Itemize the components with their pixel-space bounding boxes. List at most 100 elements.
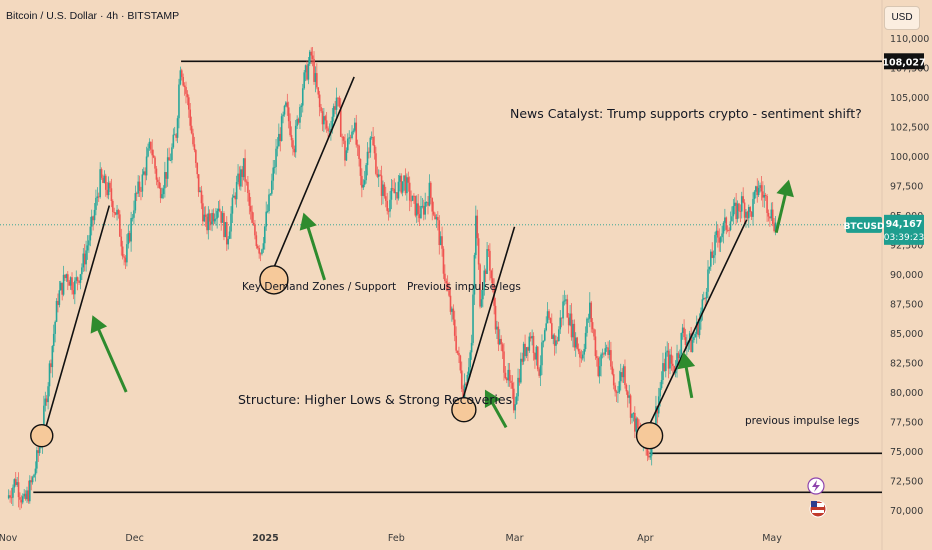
candle-body (424, 202, 426, 215)
candle-body (324, 116, 327, 121)
candle-body (208, 213, 211, 222)
candle-body (64, 274, 66, 279)
candle-body (37, 450, 40, 454)
candle-body (511, 382, 514, 389)
candle-body (517, 377, 519, 397)
candle-body (75, 277, 78, 281)
candle-body (117, 209, 120, 215)
candle-body (344, 140, 346, 161)
green-arrow-icon (774, 179, 794, 234)
candle-body (113, 212, 116, 213)
candle-body (525, 347, 528, 357)
candle-body (69, 277, 72, 286)
candle-body (76, 277, 79, 281)
currency-button[interactable]: USD (884, 6, 920, 30)
candle-body (760, 185, 763, 192)
candle-body (234, 195, 237, 200)
candle-body (679, 354, 681, 359)
demand-zone-circle (30, 423, 54, 448)
candle-body (311, 55, 314, 59)
candle-body (23, 493, 25, 497)
candle-body (102, 177, 104, 183)
candle-body (359, 158, 362, 176)
candle-body (197, 174, 200, 193)
candle-body (677, 353, 680, 359)
candle-body (286, 102, 289, 108)
demand-zone-circle (259, 265, 289, 295)
y-tick-label: 97,500 (890, 182, 923, 193)
candle-body (126, 244, 128, 263)
candle-body (467, 367, 470, 375)
candle-body (480, 299, 483, 307)
ticker-tag (846, 216, 882, 233)
demand-zone-label: Key Demand Zones / Support (242, 281, 396, 293)
candle-body (576, 337, 578, 349)
candle-body (451, 308, 453, 312)
candle-body (74, 280, 76, 295)
candle-body (473, 255, 476, 295)
trend-line (268, 76, 355, 278)
candle-body (725, 217, 728, 230)
candle-body (104, 175, 107, 190)
candle-body (292, 140, 294, 149)
candle-body (157, 179, 159, 183)
candle-body (119, 214, 121, 237)
candle-body (736, 203, 739, 220)
candle-body (670, 354, 673, 364)
structure-note: Structure: Higher Lows & Strong Recoveri… (238, 392, 512, 407)
y-tick-label: 75,000 (890, 447, 923, 458)
candle-body (83, 253, 86, 265)
candle-body (310, 51, 313, 56)
candle-body (722, 222, 725, 234)
candle-body (212, 213, 215, 222)
candle-body (346, 138, 349, 151)
candle-body (434, 214, 436, 220)
candle-body (469, 352, 472, 368)
candle-body (624, 366, 626, 385)
candle-body (48, 363, 51, 387)
candle-body (432, 211, 435, 215)
y-tick-label: 85,000 (890, 329, 923, 340)
candle-body (252, 222, 255, 225)
candle-body (646, 448, 649, 456)
candle-body (397, 181, 400, 199)
candle-body (587, 318, 590, 320)
candle-body (498, 338, 501, 345)
candle-body (771, 209, 774, 224)
candle-body (394, 192, 397, 194)
candle-body (192, 133, 194, 145)
candle-body (213, 218, 216, 222)
candle-body (211, 213, 213, 225)
candle-body (487, 249, 490, 251)
candle-body (142, 171, 145, 175)
candle-body (521, 358, 524, 362)
candle-body (12, 487, 14, 498)
candle-body (86, 245, 89, 251)
candle-body (285, 102, 287, 106)
candle-body (608, 350, 611, 355)
candle-body (536, 346, 539, 370)
candle-body (738, 203, 740, 212)
candle-body (275, 148, 277, 167)
candle-body (183, 85, 186, 88)
candle-body (453, 319, 456, 336)
candle-body (382, 184, 384, 196)
candle-body (513, 388, 515, 411)
candle-body (672, 363, 674, 366)
candle-body (456, 350, 459, 354)
candle-body (695, 322, 698, 334)
candle-body (707, 269, 709, 292)
candle-body (712, 255, 715, 258)
y-tick-label: 87,500 (890, 300, 923, 311)
candle-body (676, 353, 678, 370)
candle-body (400, 175, 403, 193)
candle-body (202, 203, 204, 222)
candle-body (717, 230, 719, 238)
candle-body (573, 323, 576, 348)
candle-body (7, 495, 10, 499)
candle-body (78, 280, 80, 283)
green-arrow-icon (90, 315, 128, 393)
candle-body (583, 349, 585, 355)
